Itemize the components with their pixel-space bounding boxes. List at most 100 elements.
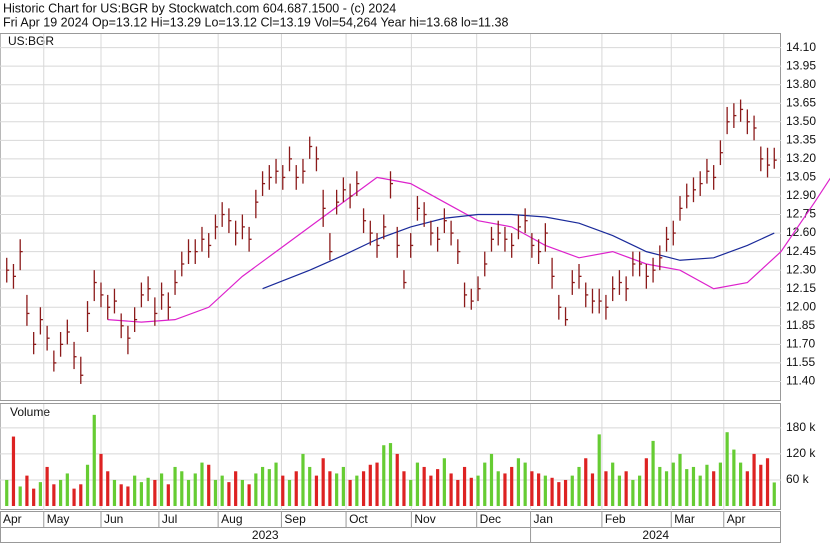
volume-bar: [146, 477, 150, 506]
volume-bar: [510, 466, 514, 506]
volume-bar: [200, 462, 204, 506]
volume-bar: [65, 473, 69, 506]
volume-bar: [106, 471, 110, 506]
volume-bar: [85, 464, 90, 506]
symbol-label: US:BGR: [8, 34, 54, 48]
volume-bar: [409, 479, 413, 506]
year-label: 2023: [252, 528, 279, 542]
volume-bar: [72, 488, 76, 506]
x-tick-label: Mar: [674, 512, 695, 526]
volume-bar: [590, 473, 595, 506]
volume-bar: [139, 482, 143, 506]
volume-bar: [126, 486, 130, 506]
volume-bar: [611, 462, 615, 506]
volume-bar: [18, 486, 22, 506]
volume-bar: [691, 466, 696, 506]
x-tick-label: Oct: [349, 512, 368, 526]
volume-bar: [563, 479, 568, 506]
x-tick-label: Jan: [534, 512, 553, 526]
volume-bar: [45, 466, 49, 506]
y-tick-label: 13.35: [786, 133, 816, 147]
volume-bar: [287, 479, 292, 506]
chart-subtitle: Fri Apr 19 2024 Op=13.12 Hi=13.29 Lo=13.…: [3, 15, 508, 29]
y-tick-label: 120 k: [786, 446, 816, 460]
volume-bar: [173, 466, 177, 506]
volume-bar: [496, 471, 500, 506]
x-tick-label: Dec: [480, 512, 501, 526]
volume-bar: [267, 469, 271, 506]
volume-bar: [732, 449, 736, 506]
volume-bar: [321, 458, 325, 506]
volume-bar: [631, 479, 635, 506]
volume-bar: [186, 479, 191, 506]
volume-bar: [355, 475, 359, 506]
volume-bar: [584, 458, 588, 506]
volume-bar: [597, 434, 601, 506]
volume-bar: [617, 475, 622, 506]
volume-bar: [294, 471, 298, 506]
volume-bar: [489, 453, 494, 506]
volume-bar: [759, 464, 763, 506]
volume-bar: [281, 475, 285, 506]
volume-bar: [92, 414, 96, 506]
volume-bar: [335, 473, 339, 506]
y-tick-label: 13.65: [786, 95, 816, 109]
volume-bar: [436, 469, 440, 506]
y-tick-label: 180 k: [786, 420, 816, 434]
volume-bar: [308, 466, 312, 506]
volume-bar: [254, 473, 258, 506]
y-tick-label: 13.80: [786, 77, 816, 91]
volume-bar: [557, 482, 561, 506]
volume-bar: [260, 466, 265, 506]
volume-bar: [274, 462, 278, 506]
y-tick-label: 11.85: [786, 318, 815, 332]
volume-bar: [685, 469, 689, 506]
chart-title: Historic Chart for US:BGR by Stockwatch.…: [3, 1, 396, 15]
y-tick-label: 12.45: [786, 244, 816, 258]
volume-bar: [375, 462, 379, 506]
volume-bar: [402, 471, 406, 506]
volume-bar: [153, 479, 157, 506]
volume-bar: [247, 484, 251, 506]
y-tick-label: 13.20: [786, 151, 816, 165]
volume-bar: [705, 464, 709, 506]
volume-bar: [577, 466, 581, 506]
volume-bar: [671, 462, 675, 506]
x-tick-label: Apr: [727, 512, 746, 526]
volume-bar: [483, 462, 487, 506]
volume-bar: [119, 484, 123, 506]
volume-bar: [712, 471, 716, 506]
volume-bar: [469, 477, 473, 506]
year-label: 2024: [642, 528, 669, 542]
y-tick-label: 12.30: [786, 262, 816, 276]
volume-bar: [79, 484, 83, 506]
volume-bar: [739, 462, 743, 506]
volume-bar: [220, 475, 224, 506]
volume-bar: [99, 453, 103, 506]
volume-bar: [664, 471, 669, 506]
y-tick-label: 11.70: [786, 337, 815, 351]
volume-bar: [382, 445, 386, 506]
volume-bar: [698, 475, 702, 506]
volume-bar: [193, 473, 197, 506]
volume-bar: [159, 473, 164, 506]
volume-bar: [38, 482, 42, 506]
volume-bar: [234, 471, 238, 506]
moving-average-line: [107, 176, 830, 323]
volume-bar: [644, 458, 648, 506]
volume-bar: [516, 458, 521, 506]
moving-average-line: [262, 213, 775, 290]
volume-bar: [388, 443, 393, 506]
volume-bar: [537, 473, 541, 506]
volume-bar: [752, 453, 756, 506]
volume-bar: [395, 453, 399, 506]
volume-bar: [462, 466, 467, 506]
volume-bar: [543, 475, 547, 506]
volume-bar: [476, 475, 480, 506]
volume-bar: [725, 432, 729, 506]
volume-bar: [314, 475, 319, 506]
volume-bar: [227, 482, 231, 506]
x-tick-label: Jun: [104, 512, 123, 526]
volume-bar: [624, 471, 628, 506]
volume-bar: [213, 479, 218, 506]
